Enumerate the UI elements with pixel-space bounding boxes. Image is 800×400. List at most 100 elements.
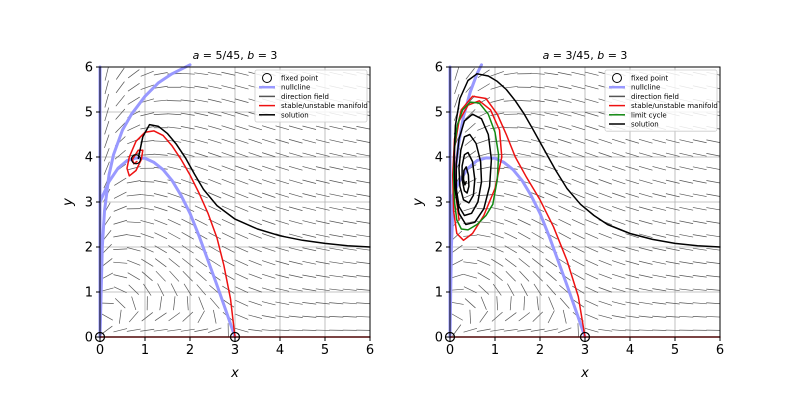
direction-field-arrow xyxy=(490,245,504,253)
direction-field-arrow xyxy=(261,287,276,293)
direction-field-arrow xyxy=(302,220,317,225)
direction-field-arrow xyxy=(208,327,222,333)
direction-field-arrow xyxy=(532,311,543,322)
direction-field-arrow xyxy=(463,286,477,294)
direction-field-arrow xyxy=(611,287,626,293)
direction-field-arrow xyxy=(449,301,464,305)
direction-field-arrow xyxy=(194,72,209,76)
direction-field-arrow xyxy=(234,328,249,333)
direction-field-arrow xyxy=(234,85,249,90)
direction-field-arrow xyxy=(491,271,503,282)
direction-field-arrow xyxy=(275,125,290,131)
direction-field-arrow xyxy=(523,296,526,311)
direction-field-arrow xyxy=(261,165,276,171)
direction-field-arrow xyxy=(584,85,599,90)
direction-field-arrow xyxy=(167,205,181,212)
direction-field-arrow xyxy=(157,283,165,297)
direction-field-arrow xyxy=(181,192,195,199)
direction-field-arrow xyxy=(557,125,572,131)
direction-field-arrow xyxy=(221,138,236,144)
direction-field-arrow xyxy=(113,219,128,225)
direction-field-arrow xyxy=(517,166,532,171)
y-tick-label: 2 xyxy=(85,241,93,256)
direction-field-arrow xyxy=(315,152,330,157)
direction-field-arrow xyxy=(115,81,125,94)
x-tick-label: 6 xyxy=(366,343,374,358)
direction-field-arrow xyxy=(221,205,235,212)
series-line-solution xyxy=(453,73,493,226)
direction-field-arrow xyxy=(625,301,640,305)
chart-panel-left: 0 1 2 3 4 5 6 0 1 2 3 4 5 6 x y a = 5/45, b = 3 fixed poi… xyxy=(61,49,374,381)
direction-field-arrow xyxy=(183,283,192,296)
series-line-limit-cycle xyxy=(452,101,500,231)
direction-field-arrow xyxy=(126,328,141,332)
direction-field-arrow xyxy=(584,327,599,333)
direction-field-arrow xyxy=(248,192,262,198)
direction-field-arrow xyxy=(113,274,128,279)
direction-field-arrow xyxy=(547,310,555,324)
x-tick-label: 3 xyxy=(581,343,589,358)
direction-field-arrow xyxy=(153,206,168,212)
direction-field-arrow xyxy=(517,205,531,212)
direction-field-arrow xyxy=(140,112,155,117)
y-tick-label: 1 xyxy=(85,286,93,301)
direction-field-arrow xyxy=(625,165,640,171)
direction-field-arrow xyxy=(356,302,371,305)
direction-field-arrow xyxy=(168,245,181,254)
direction-field-arrow xyxy=(598,179,612,185)
direction-field-arrow xyxy=(262,206,276,212)
direction-field-arrow xyxy=(302,260,317,265)
direction-field-arrow xyxy=(536,296,539,311)
direction-field-arrow xyxy=(679,139,694,144)
direction-field-arrow xyxy=(584,138,599,144)
direction-field-arrow xyxy=(491,258,504,267)
x-tick-label: 0 xyxy=(446,343,454,358)
direction-field-arrow xyxy=(665,139,680,144)
direction-field-arrow xyxy=(692,261,707,265)
y-tick-label: 3 xyxy=(85,196,93,211)
direction-field-arrow xyxy=(329,274,344,278)
direction-field-arrow xyxy=(288,166,303,171)
direction-field-arrow xyxy=(652,233,667,238)
direction-field-arrow xyxy=(302,247,317,252)
direction-field-arrow xyxy=(128,284,140,295)
direction-field-arrow xyxy=(356,180,371,184)
direction-field-arrow xyxy=(342,180,357,184)
direction-field-arrow xyxy=(288,139,303,144)
direction-field-arrow xyxy=(585,219,599,226)
direction-field-arrow xyxy=(126,221,141,224)
direction-field-arrow xyxy=(342,207,357,211)
direction-field-arrow xyxy=(356,126,371,130)
direction-field-arrow xyxy=(356,261,371,264)
direction-field-arrow xyxy=(625,287,640,292)
direction-field-arrow xyxy=(275,274,290,279)
direction-field-arrow xyxy=(275,152,290,158)
direction-field-arrow xyxy=(154,245,167,254)
direction-field-arrow xyxy=(329,261,344,265)
direction-field-arrow xyxy=(159,296,163,311)
direction-field-arrow xyxy=(476,234,491,238)
direction-field-arrow xyxy=(288,329,303,331)
direction-field-arrow xyxy=(213,309,217,324)
direction-field-arrow xyxy=(545,258,558,268)
direction-field-arrow xyxy=(208,258,221,267)
direction-field-arrow xyxy=(533,283,542,296)
direction-field-arrow xyxy=(598,232,612,239)
direction-field-arrow xyxy=(153,72,168,76)
direction-field-arrow xyxy=(692,316,707,318)
direction-field-arrow xyxy=(706,220,721,224)
direction-field-arrow xyxy=(469,309,471,324)
direction-field-arrow xyxy=(706,139,721,143)
direction-field-arrow xyxy=(153,113,168,115)
direction-field-arrow xyxy=(692,247,707,251)
direction-field-arrow xyxy=(261,138,276,144)
direction-field-arrow xyxy=(585,313,599,320)
direction-field-arrow xyxy=(235,165,249,171)
direction-field-arrow xyxy=(584,111,599,117)
direction-field-arrow xyxy=(113,286,127,294)
direction-field-arrow xyxy=(221,165,235,172)
direction-field-arrow xyxy=(665,302,680,305)
direction-field-arrow xyxy=(464,136,476,146)
direction-field-arrow xyxy=(679,288,694,291)
chart-panel-right: 0 1 2 3 4 5 6 0 1 2 3 4 5 6 x y a = 3/45, b = 3 fixed poi… xyxy=(411,49,724,381)
